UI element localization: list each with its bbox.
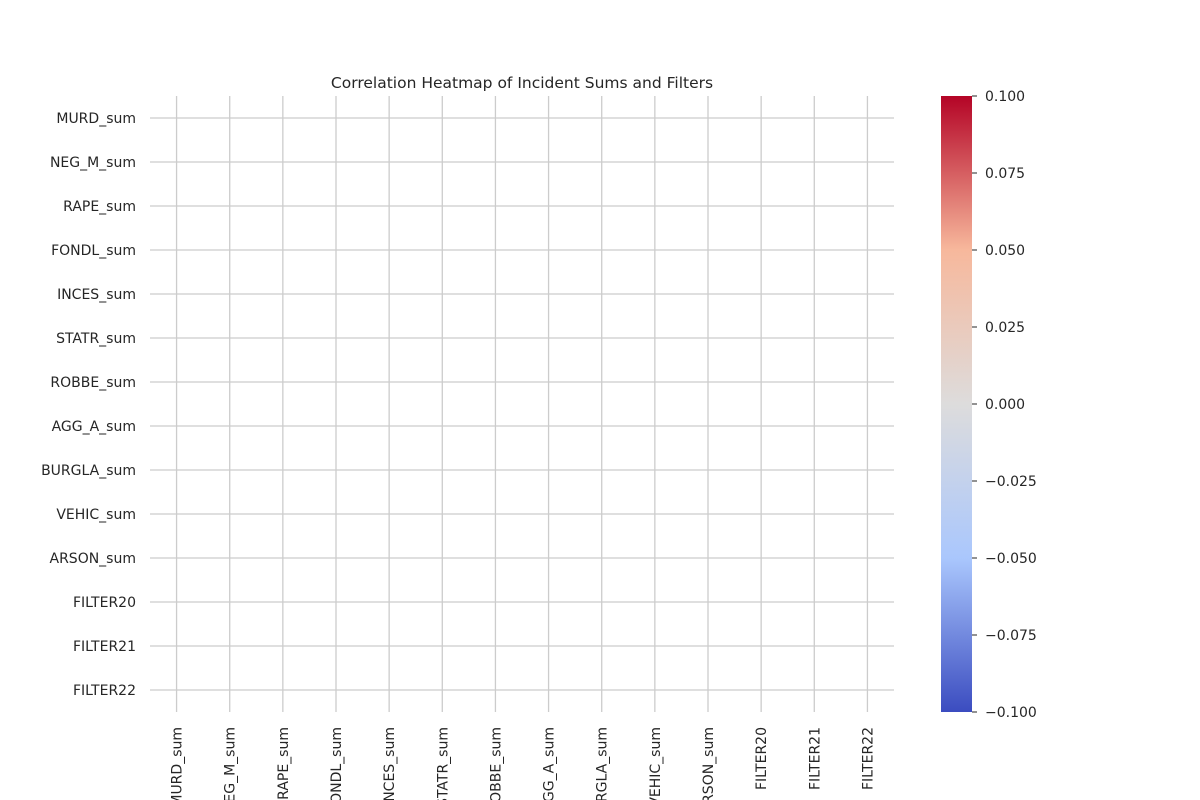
y-tick-label: FILTER22 [73,683,136,699]
x-tick-label: FILTER22 [860,727,876,790]
y-tick-label: ARSON_sum [50,551,137,567]
y-tick-label: VEHIC_sum [56,507,136,523]
x-tick-label: FILTER20 [754,727,770,790]
x-tick-label: NEG_M_sum [223,727,239,800]
y-tick-label: AGG_A_sum [52,419,136,435]
y-tick-label: NEG_M_sum [50,155,136,171]
y-tick-label: BURGLA_sum [41,463,136,479]
heatmap-grid [150,96,894,712]
y-tick-label: STATR_sum [56,331,136,347]
x-tick-label: RAPE_sum [276,727,292,800]
x-tick-label: ARSON_sum [701,727,717,800]
y-tick-label: FONDL_sum [51,243,136,259]
colorbar-tick-label: 0.000 [985,397,1025,413]
colorbar-tick-label: 0.025 [985,320,1025,336]
y-tick-label: ROBBE_sum [50,375,136,391]
x-tick-label: STATR_sum [435,727,451,800]
x-tick-label: VEHIC_sum [648,727,664,800]
x-tick-label: BURGLA_sum [595,727,611,800]
colorbar-ticks: 0.100 0.075 0.050 0.025 0.000 −0.025 −0.050 −0.… [972,89,1037,721]
y-axis-tick-labels: MURD_sum NEG_M_sum RAPE_sum FONDL_sum INCES_… [41,111,136,699]
colorbar-tick-label: 0.050 [985,243,1025,259]
x-tick-label: FILTER21 [807,727,823,790]
colorbar-tick-label: −0.050 [985,551,1037,567]
y-tick-label: RAPE_sum [63,199,136,215]
y-tick-label: MURD_sum [56,111,136,127]
colorbar-tick-label: −0.075 [985,628,1037,644]
colorbar-tick-label: 0.100 [985,89,1025,105]
colorbar-tick-label: −0.100 [985,705,1037,721]
x-tick-label: MURD_sum [170,727,186,800]
y-tick-label: INCES_sum [57,287,136,303]
x-tick-label: FONDL_sum [329,727,345,800]
colorbar [941,96,972,712]
x-tick-label: AGG_A_sum [542,727,558,800]
x-tick-label: INCES_sum [382,727,398,800]
x-tick-label: ROBBE_sum [488,727,504,800]
colorbar-tick-label: −0.025 [985,474,1037,490]
y-tick-label: FILTER20 [73,595,136,611]
chart-title: Correlation Heatmap of Incident Sums and… [331,74,713,92]
colorbar-tick-label: 0.075 [985,166,1025,182]
x-axis-tick-labels: MURD_sum NEG_M_sum RAPE_sum FONDL_sum INCES_… [170,727,877,800]
y-tick-label: FILTER21 [73,639,136,655]
